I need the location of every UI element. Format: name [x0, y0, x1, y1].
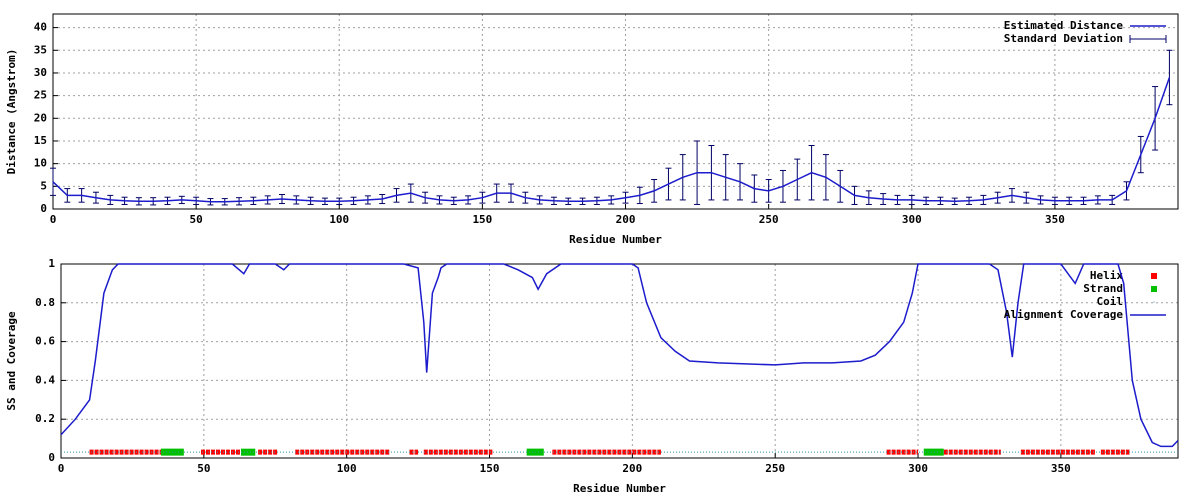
y-tick-label: 0.4	[35, 373, 55, 386]
plot-frame	[60, 263, 1179, 459]
y-tick-label: 30	[34, 66, 47, 79]
x-axis-label: Residue Number	[569, 233, 662, 246]
legend-label: Strand	[1083, 282, 1123, 295]
legend-marker	[1151, 286, 1157, 292]
x-tick-label: 100	[337, 462, 357, 475]
y-tick-label: 5	[40, 179, 47, 192]
y-axis-label: SS and Coverage	[5, 311, 18, 411]
x-tick-label: 350	[1045, 213, 1065, 226]
legend-marker	[1153, 301, 1155, 303]
x-tick-label: 0	[58, 462, 65, 475]
legend-label: Standard Deviation	[1004, 32, 1123, 45]
y-tick-label: 15	[34, 134, 47, 147]
x-tick-label: 100	[329, 213, 349, 226]
x-tick-label: 300	[908, 462, 928, 475]
x-tick-label: 250	[765, 462, 785, 475]
y-tick-label: 0	[40, 202, 47, 215]
y-tick-label: 0.8	[35, 296, 55, 309]
y-tick-label: 0	[48, 451, 55, 464]
legend-label: Helix	[1090, 269, 1123, 282]
x-tick-label: 350	[1051, 462, 1071, 475]
x-tick-label: 250	[759, 213, 779, 226]
x-tick-label: 200	[616, 213, 636, 226]
y-tick-label: 25	[34, 89, 47, 102]
legend-label: Estimated Distance	[1004, 19, 1124, 32]
y-tick-label: 40	[34, 21, 47, 34]
y-tick-label: 0.2	[35, 412, 55, 425]
y-tick-label: 1	[48, 257, 55, 270]
data-line	[52, 77, 1171, 203]
legend-label: Alignment Coverage	[1004, 308, 1124, 321]
x-tick-label: 150	[472, 213, 492, 226]
plot-frame	[52, 13, 1179, 210]
x-tick-label: 0	[50, 213, 57, 226]
x-tick-label: 300	[902, 213, 922, 226]
legend-label: Coil	[1097, 295, 1124, 308]
x-tick-label: 50	[197, 462, 210, 475]
data-line	[60, 263, 1179, 448]
y-tick-label: 10	[34, 157, 47, 170]
y-tick-label: 0.6	[35, 335, 55, 348]
y-tick-label: 35	[34, 43, 47, 56]
x-tick-label: 50	[190, 213, 203, 226]
legend-marker	[1151, 273, 1157, 279]
x-tick-label: 150	[480, 462, 500, 475]
x-tick-label: 200	[622, 462, 642, 475]
x-axis-label: Residue Number	[573, 482, 666, 495]
y-axis-label: Distance (Angstrom)	[5, 49, 18, 175]
y-tick-label: 20	[34, 111, 47, 124]
